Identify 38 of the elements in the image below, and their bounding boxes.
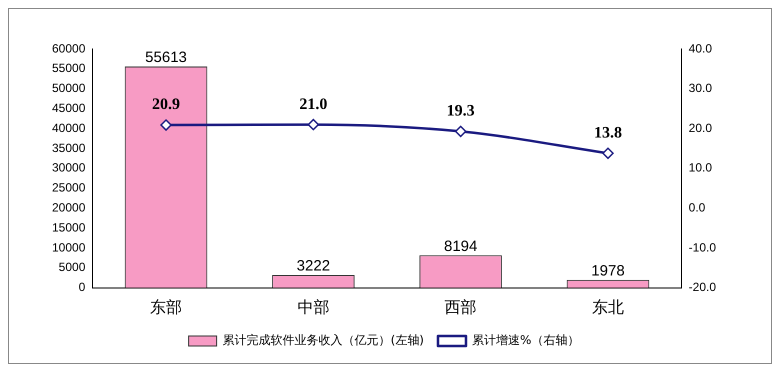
y-tick-label: 45000 [52, 101, 86, 116]
data-label: 13.8 [594, 124, 622, 142]
x-tick-label: 西部 [444, 298, 477, 317]
y-tick-label: 0 [78, 280, 86, 294]
data-label: 1978 [591, 262, 625, 280]
data-label: 55613 [145, 49, 187, 66]
x-tick-label: 东部 [150, 298, 182, 317]
x-tick-label: 东北 [592, 298, 624, 317]
legend-label: 累计增速%（右轴） [472, 333, 580, 348]
data-label: 19.3 [446, 102, 475, 120]
y-tick-label: 55000 [52, 61, 86, 76]
y-tick-label: 5000 [58, 260, 86, 274]
data-label: 21.0 [299, 96, 328, 113]
y-tick-label: 35000 [52, 140, 86, 155]
data-label: 8194 [444, 238, 478, 255]
y2-tick-label: 0.0 [688, 200, 706, 215]
point [160, 119, 172, 131]
y2-tick-label: 20.0 [688, 120, 712, 135]
y-tick-label: 25000 [52, 180, 86, 195]
y-tick-label: 60000 [52, 41, 86, 56]
point [308, 118, 320, 130]
y-tick-label: 40000 [52, 120, 86, 135]
y2-tick-label: -20.0 [688, 280, 716, 294]
point [602, 148, 614, 160]
y-tick-label: 10000 [52, 240, 86, 254]
y2-tick-label: 40.0 [688, 41, 712, 56]
legend-label: 累计完成软件业务收入（亿元）(左轴) [222, 333, 424, 348]
y-tick-label: 30000 [52, 160, 86, 175]
y2-tick-label: 30.0 [688, 81, 712, 96]
y-tick-label: 20000 [52, 200, 86, 215]
point [454, 126, 466, 138]
y-tick-label: 50000 [52, 81, 86, 96]
y2-tick-label: 10.0 [688, 160, 712, 175]
data-label: 20.9 [152, 96, 180, 114]
y-tick-label: 15000 [52, 220, 86, 234]
x-tick-label: 中部 [297, 298, 330, 317]
y2-tick-label: -10.0 [688, 240, 716, 254]
data-label: 3222 [296, 258, 330, 275]
